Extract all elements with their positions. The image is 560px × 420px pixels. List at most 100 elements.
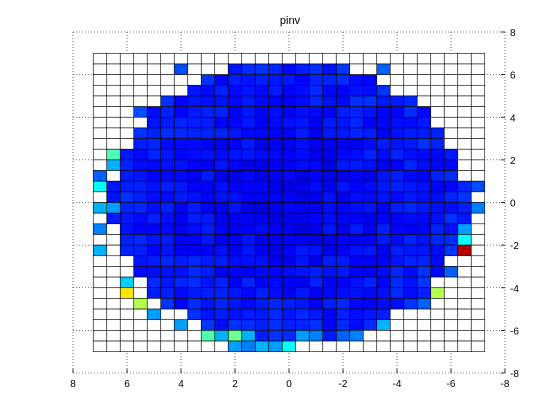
heatmap-cell	[295, 159, 310, 171]
heatmap-cell	[254, 244, 270, 257]
heatmap-cell	[362, 287, 378, 299]
heatmap-cell	[268, 84, 283, 97]
heatmap-cell	[443, 298, 459, 310]
heatmap-cell	[214, 106, 229, 118]
heatmap-cell	[322, 170, 337, 182]
heatmap-cell	[119, 74, 135, 86]
heatmap-cell	[430, 308, 445, 321]
heatmap-cell	[443, 74, 459, 86]
heatmap-cell	[254, 170, 270, 182]
heatmap-cell	[119, 308, 135, 321]
heatmap-cell	[281, 255, 297, 267]
heatmap-cell	[416, 202, 432, 214]
heatmap-cell	[308, 340, 324, 352]
heatmap-cell	[376, 234, 391, 246]
heatmap-cell	[227, 319, 243, 331]
heatmap-cell	[241, 340, 256, 352]
heatmap-cell	[241, 116, 256, 129]
heatmap-cell	[376, 266, 391, 278]
heatmap-cell	[254, 234, 270, 246]
heatmap-cell	[376, 74, 391, 86]
heatmap-cell	[376, 298, 391, 310]
heatmap-cell	[335, 180, 351, 193]
heatmap-cell	[335, 266, 351, 278]
heatmap-cell	[187, 84, 202, 97]
x-tick-label: 2	[232, 379, 238, 390]
heatmap-cell	[457, 308, 472, 321]
heatmap-cell	[227, 106, 243, 118]
heatmap-cell	[389, 74, 405, 86]
heatmap-cell	[470, 159, 486, 171]
heatmap-cell	[308, 330, 324, 342]
heatmap-cell	[119, 287, 135, 299]
heatmap-cell	[416, 170, 432, 182]
heatmap-cell	[376, 319, 391, 331]
heatmap-cell	[457, 202, 472, 214]
heatmap-cell	[457, 159, 472, 171]
heatmap-cell	[241, 159, 256, 171]
heatmap-cell	[254, 287, 270, 299]
heatmap-cell	[295, 116, 310, 129]
heatmap-cell	[200, 276, 216, 289]
heatmap-cell	[430, 319, 445, 331]
heatmap-cell	[416, 95, 432, 107]
heatmap-cell	[241, 223, 256, 235]
heatmap-cell	[160, 106, 175, 118]
heatmap-cell	[241, 266, 256, 278]
heatmap-cell	[349, 74, 364, 86]
heatmap-cell	[133, 159, 148, 171]
heatmap-cell	[173, 287, 189, 299]
x-tick-label: 0	[286, 379, 292, 390]
heatmap-cell	[92, 170, 108, 182]
heatmap-cell	[389, 63, 405, 75]
heatmap-cell	[322, 266, 337, 278]
heatmap-cell	[349, 223, 364, 235]
heatmap-cell	[160, 255, 175, 267]
heatmap-cell	[281, 202, 297, 214]
heatmap-cell	[200, 287, 216, 299]
heatmap-cell	[322, 223, 337, 235]
heatmap-cell	[335, 244, 351, 257]
heatmap-cell	[335, 298, 351, 310]
heatmap-cell	[335, 170, 351, 182]
heatmap-cell	[268, 330, 283, 342]
heatmap-cell	[389, 170, 405, 182]
heatmap-cell	[92, 127, 108, 139]
heatmap-cell	[106, 255, 121, 267]
heatmap-cell	[322, 234, 337, 246]
heatmap-cell	[322, 191, 337, 203]
heatmap-cell	[200, 255, 216, 267]
heatmap-cell	[119, 170, 135, 182]
heatmap-cell	[106, 223, 121, 235]
heatmap-cell	[200, 202, 216, 214]
heatmap-cell	[403, 159, 418, 171]
heatmap-cell	[349, 106, 364, 118]
heatmap-cell	[173, 127, 189, 139]
heatmap-cell	[457, 266, 472, 278]
heatmap-cell	[322, 298, 337, 310]
heatmap-cell	[295, 266, 310, 278]
heatmap-cell	[268, 308, 283, 321]
heatmap-cell	[349, 340, 364, 352]
heatmap-cell	[173, 53, 189, 65]
heatmap-cell	[362, 340, 378, 352]
heatmap-cell	[295, 138, 310, 150]
heatmap-cell	[187, 319, 202, 331]
heatmap-cell	[362, 148, 378, 161]
heatmap-cell	[187, 266, 202, 278]
heatmap-cell	[133, 95, 148, 107]
heatmap-cell	[119, 212, 135, 225]
heatmap-cell	[268, 191, 283, 203]
heatmap-cell	[443, 340, 459, 352]
heatmap-cell	[281, 170, 297, 182]
heatmap-cell	[295, 212, 310, 225]
heatmap-cell	[146, 340, 162, 352]
heatmap-cell	[457, 74, 472, 86]
heatmap-cell	[430, 266, 445, 278]
heatmap-cell	[241, 319, 256, 331]
heatmap-cell	[335, 191, 351, 203]
chart-title: pinv	[280, 15, 301, 27]
heatmap-cell	[281, 84, 297, 97]
heatmap-cell	[200, 308, 216, 321]
heatmap-cell	[173, 223, 189, 235]
